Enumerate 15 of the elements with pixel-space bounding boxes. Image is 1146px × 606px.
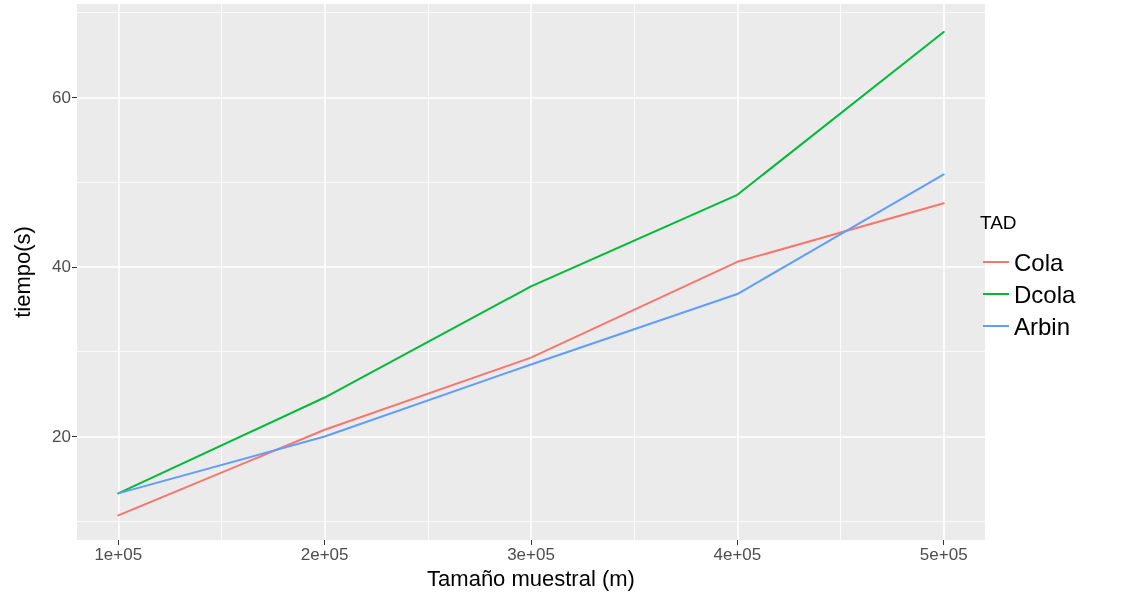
legend-label: Cola <box>1014 248 1065 276</box>
y-tick-label: 60 <box>52 87 71 107</box>
x-tick-label: 5e+05 <box>919 545 968 564</box>
legend-label: Dcola <box>1014 280 1077 308</box>
legend-title: TAD <box>980 212 1017 233</box>
x-tick-label: 2e+05 <box>300 545 349 564</box>
y-tick-label: 40 <box>52 257 71 277</box>
line-series <box>117 30 945 495</box>
y-axis-title: tiempo(s) <box>9 226 35 318</box>
x-tick-label: 1e+05 <box>94 545 143 564</box>
legend-label: Arbin <box>1014 312 1071 340</box>
x-tick-label: 3e+05 <box>507 545 555 564</box>
x-tick-label: 4e+05 <box>713 545 762 564</box>
x-axis-title: Tamaño muestral (m) <box>427 566 635 592</box>
y-tick-label: 20 <box>52 427 71 447</box>
